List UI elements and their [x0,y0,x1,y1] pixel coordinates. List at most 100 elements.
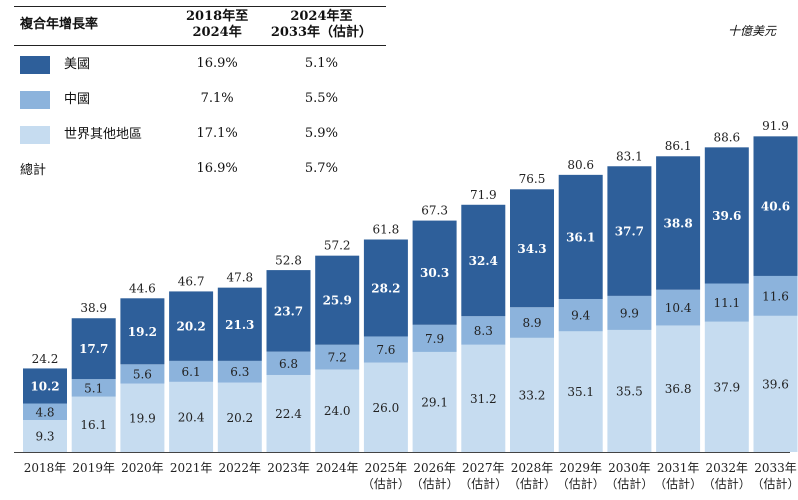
cagr-row-china: 中國 7.1% 5.5% [14,81,386,116]
bar-total-label: 44.6 [129,282,156,296]
bar-value-label: 28.2 [371,281,400,295]
bar-total-label: 52.8 [275,253,302,267]
bar-segment [315,255,360,345]
bar-value-label: 40.6 [761,200,790,214]
bar-segment [363,336,408,363]
bar-value-label: 9.9 [620,306,639,320]
bar-value-label: 8.3 [474,324,493,338]
bar-total-label: 91.9 [762,119,789,133]
bar-value-label: 17.7 [79,342,108,356]
bar-total-label: 86.1 [665,139,692,153]
x-tick-label: 2023年 [267,461,310,475]
cagr-total-v2: 5.7% [304,161,338,176]
bar-segment [23,403,67,421]
x-tick-label: 2030年 [608,461,651,475]
bar-segment [607,166,652,296]
x-tick-label: （估計） [703,476,751,491]
bar-value-label: 10.4 [665,301,692,315]
bar-segment [120,298,165,365]
bar-segment [217,287,262,361]
bar-value-label: 37.7 [615,225,644,239]
bar-total-label: 46.7 [178,274,205,288]
bar-segment [71,379,116,397]
bar-segment [315,344,360,370]
bar-segment [753,136,798,276]
bar-value-label: 20.2 [226,411,253,425]
bar-value-label: 39.6 [712,209,741,223]
cagr-total-v1: 16.9% [196,161,238,176]
bar-segment [704,147,749,284]
bar-segment [363,362,408,452]
x-tick-label: （估計） [508,476,556,491]
bar-segment [656,325,701,452]
bar-value-label: 22.4 [275,407,302,421]
legend-swatch-us [20,55,50,74]
bar-value-label: 5.1 [84,381,103,395]
bar-value-label: 16.1 [80,418,107,432]
bar-total-label: 67.3 [421,204,448,218]
bar-value-label: 32.4 [469,254,498,268]
legend-label-us: 美國 [64,57,91,73]
bar-value-label: 9.4 [571,309,590,323]
bar-value-label: 37.9 [713,380,740,394]
bar-total-label: 88.6 [713,130,740,144]
cagr-china-v2: 5.5% [304,91,338,106]
x-tick-label: 2029年 [559,461,602,475]
bar-segment [169,360,214,382]
legend-swatch-rest-of-world [20,125,50,144]
bar-total-label: 38.9 [80,301,107,315]
bar-value-label: 7.6 [376,343,395,357]
bar-segment [558,174,603,299]
bar-value-label: 35.5 [616,384,643,398]
x-tick-label: （估計） [362,476,410,491]
cagr-row-v1: 17.1% [196,126,238,141]
bar-value-label: 35.1 [567,385,594,399]
bar-value-label: 20.2 [176,320,205,334]
bar-value-label: 24.0 [324,404,351,418]
bar-total-label: 47.8 [226,271,253,285]
x-tick-label: 2032年 [706,461,749,475]
bar-segment [461,344,506,452]
bar-value-label: 11.1 [713,296,740,310]
bar-segment [704,321,749,452]
bar-total-label: 24.2 [32,352,59,366]
cagr-us-v2: 5.1% [304,56,338,71]
x-tick-label: 2025年 [365,461,408,475]
bar-value-label: 19.2 [128,325,157,339]
x-tick-label: 2028年 [511,461,554,475]
bar-segment [23,368,67,404]
bar-value-label: 26.0 [373,401,400,415]
bar-segment [461,204,506,317]
bar-segment [461,316,506,345]
bar-segment [510,189,554,308]
x-tick-label: 2020年 [121,461,164,475]
x-tick-label: （估計） [605,476,653,491]
bar-segment [510,337,554,452]
x-tick-label: （估計） [557,476,605,491]
bar-segment [315,369,360,452]
bar-value-label: 6.1 [182,365,201,379]
cagr-col1-header-line1: 2018年至 [186,9,249,24]
legend-swatch-china [20,90,50,109]
bar-segment [753,315,798,452]
bar-total-label: 61.8 [373,222,400,236]
bar-segment [510,307,554,338]
bar-value-label: 25.9 [323,294,352,308]
x-tick-label: （估計） [459,476,507,491]
bar-segment [412,351,457,452]
bar-segment [656,156,701,290]
bar-segment [266,351,311,375]
bar-value-label: 39.6 [762,377,789,391]
x-tick-label: 2027年 [462,461,505,475]
x-tick-label: 2024年 [316,461,359,475]
bar-segment [412,324,457,352]
bar-value-label: 36.1 [566,230,595,244]
bar-segment [217,360,262,383]
bar-value-label: 23.7 [274,304,303,318]
bar-value-label: 31.2 [470,392,497,406]
cagr-row-v2: 5.9% [304,126,338,141]
bar-segment [71,396,116,452]
x-tick-label: 2021年 [170,461,213,475]
bar-value-label: 33.2 [519,388,546,402]
